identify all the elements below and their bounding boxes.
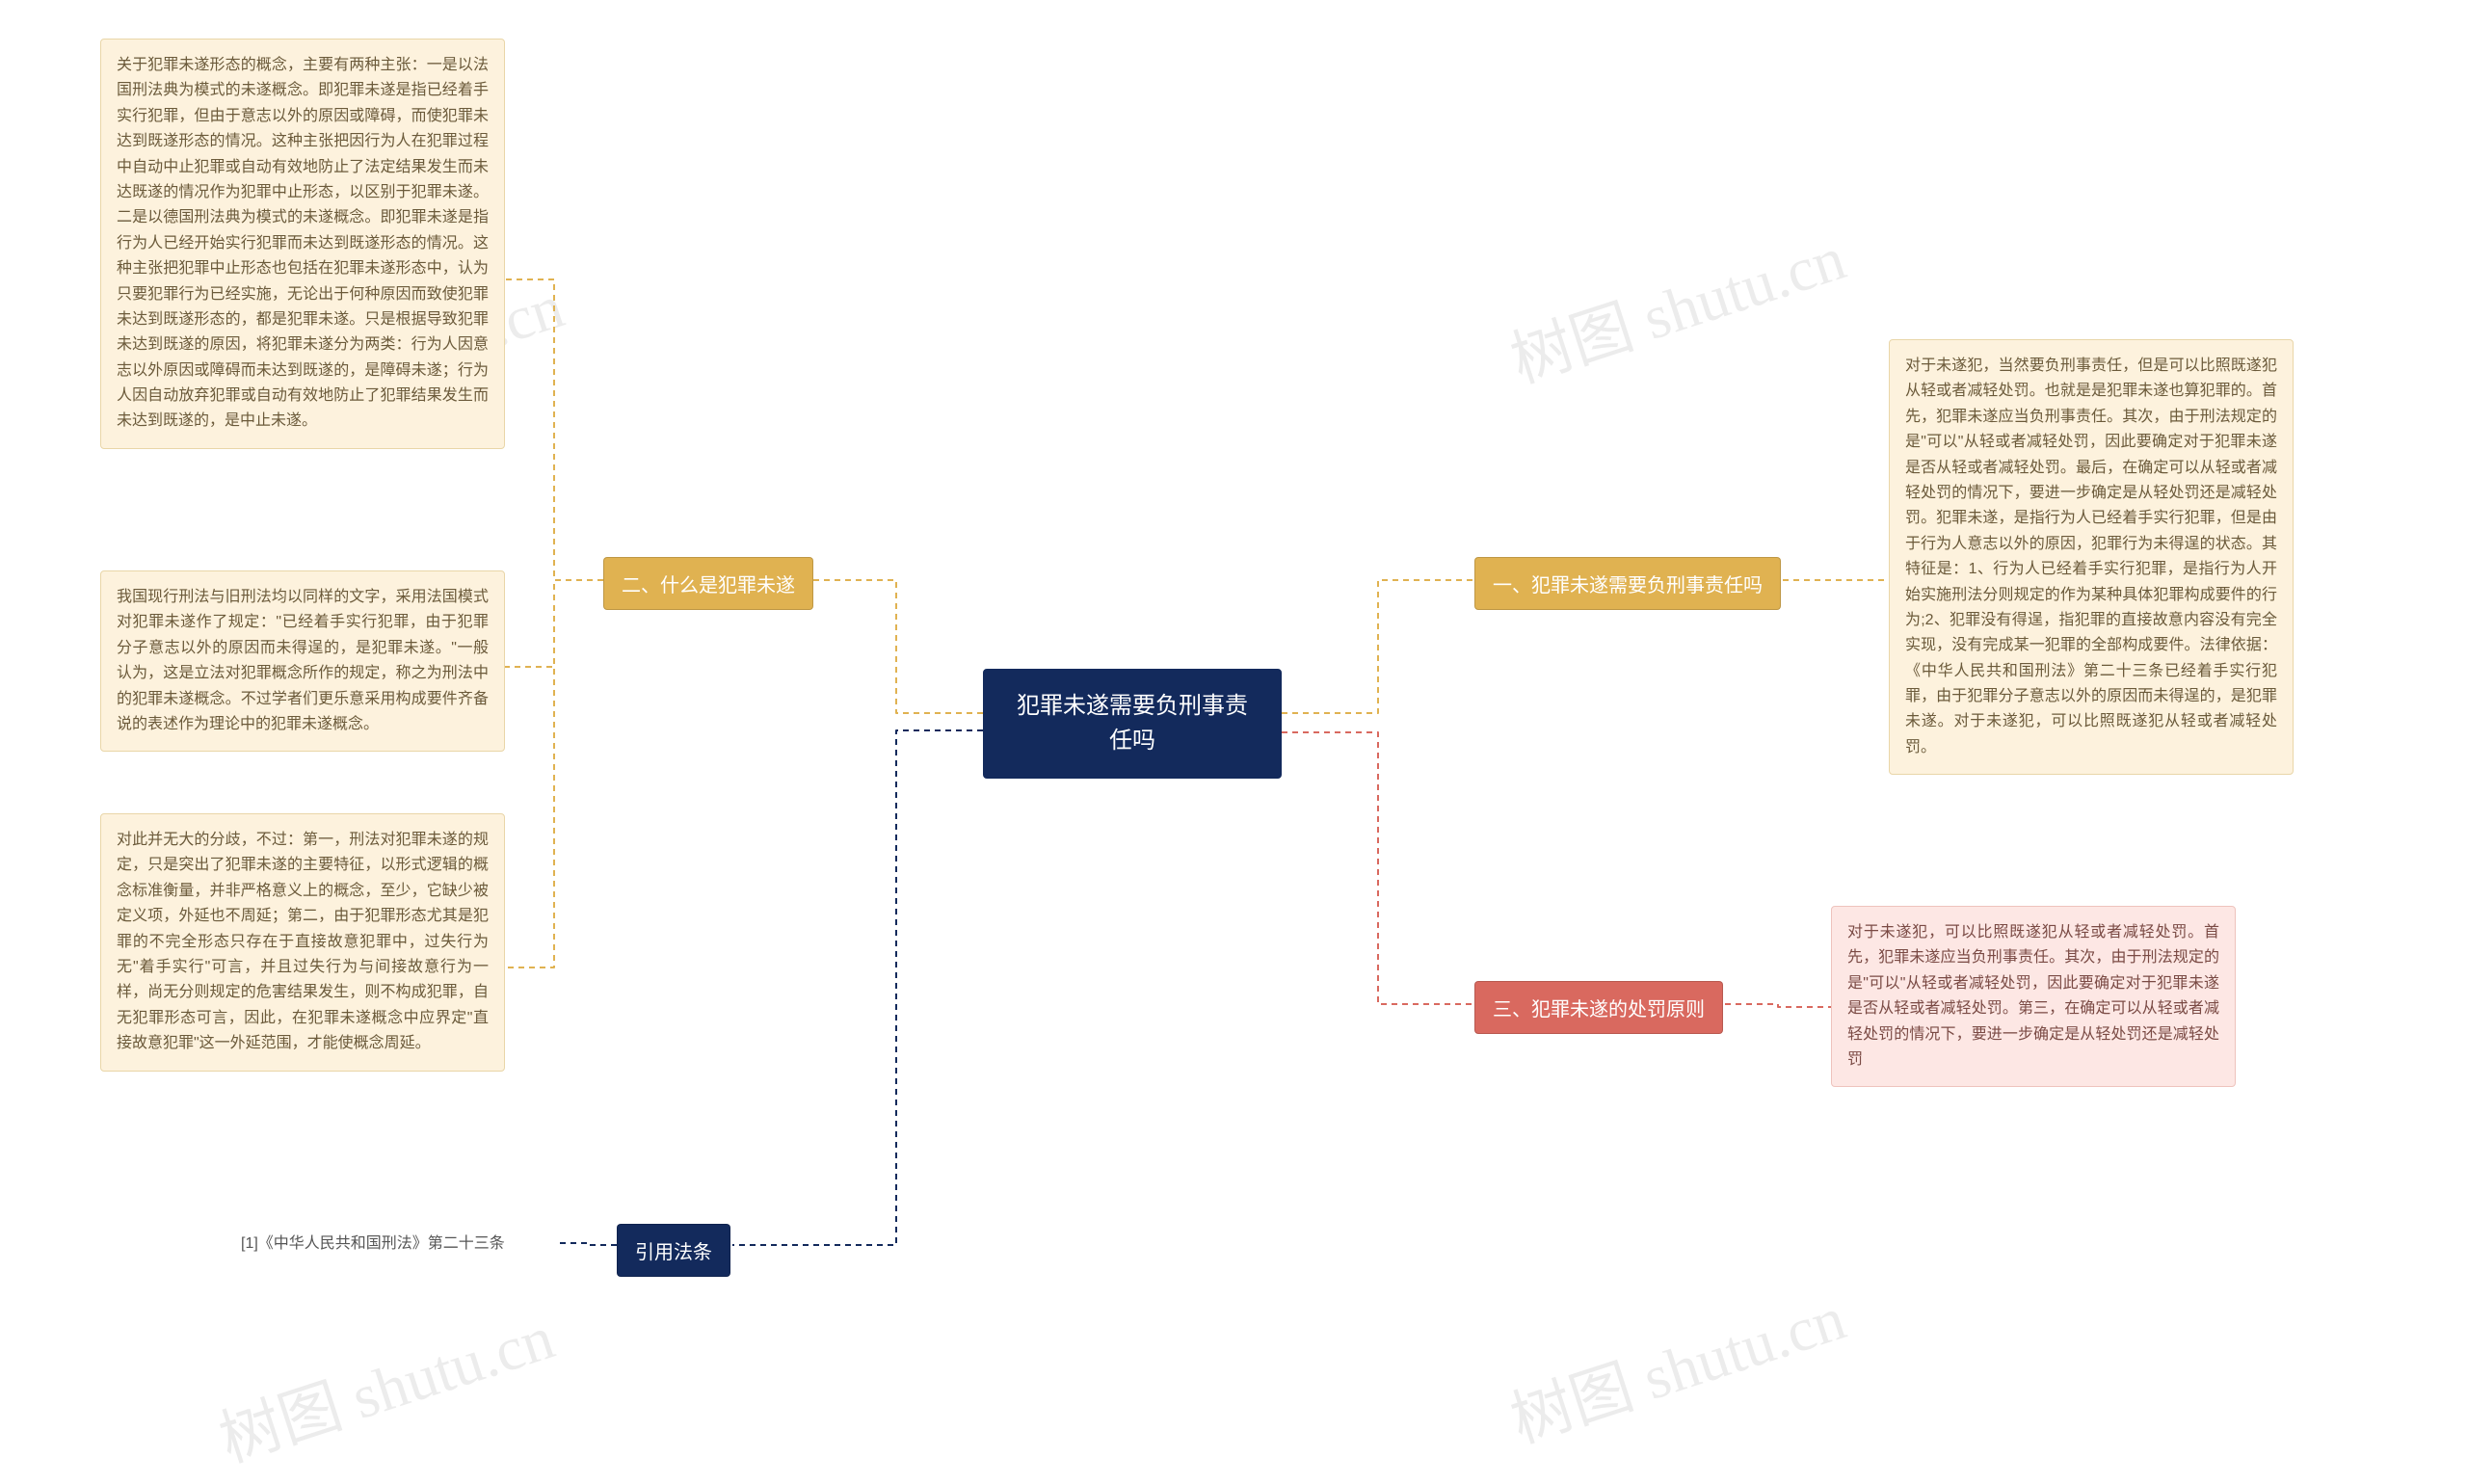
branch-2: 二、什么是犯罪未遂 bbox=[603, 557, 813, 610]
watermark: 树图 shutu.cn bbox=[1499, 209, 1855, 400]
watermark: 树图 shutu.cn bbox=[1499, 1269, 1855, 1460]
branch-4-leaf-1: [1]《中华人民共和国刑法》第二十三条 bbox=[231, 1226, 515, 1262]
branch-4: 引用法条 bbox=[617, 1224, 730, 1277]
central-node: 犯罪未遂需要负刑事责任吗 bbox=[983, 669, 1282, 779]
branch-1-leaf-1: 对于未遂犯，当然要负刑事责任，但是可以比照既遂犯从轻或者减轻处罚。也就是是犯罪未… bbox=[1889, 339, 2294, 775]
branch-2-leaf-2: 我国现行刑法与旧刑法均以同样的文字，采用法国模式对犯罪未遂作了规定："已经着手实… bbox=[100, 570, 505, 752]
branch-2-leaf-1: 关于犯罪未遂形态的概念，主要有两种主张：一是以法国刑法典为模式的未遂概念。即犯罪… bbox=[100, 39, 505, 449]
branch-3-leaf-1: 对于未遂犯，可以比照既遂犯从轻或者减轻处罚。首先，犯罪未遂应当负刑事责任。其次，… bbox=[1831, 906, 2236, 1087]
branch-1: 一、犯罪未遂需要负刑事责任吗 bbox=[1474, 557, 1781, 610]
branch-3: 三、犯罪未遂的处罚原则 bbox=[1474, 981, 1723, 1034]
branch-2-leaf-3: 对此并无大的分歧，不过：第一，刑法对犯罪未遂的规定，只是突出了犯罪未遂的主要特征… bbox=[100, 813, 505, 1072]
watermark: 树图 shutu.cn bbox=[207, 1288, 564, 1479]
